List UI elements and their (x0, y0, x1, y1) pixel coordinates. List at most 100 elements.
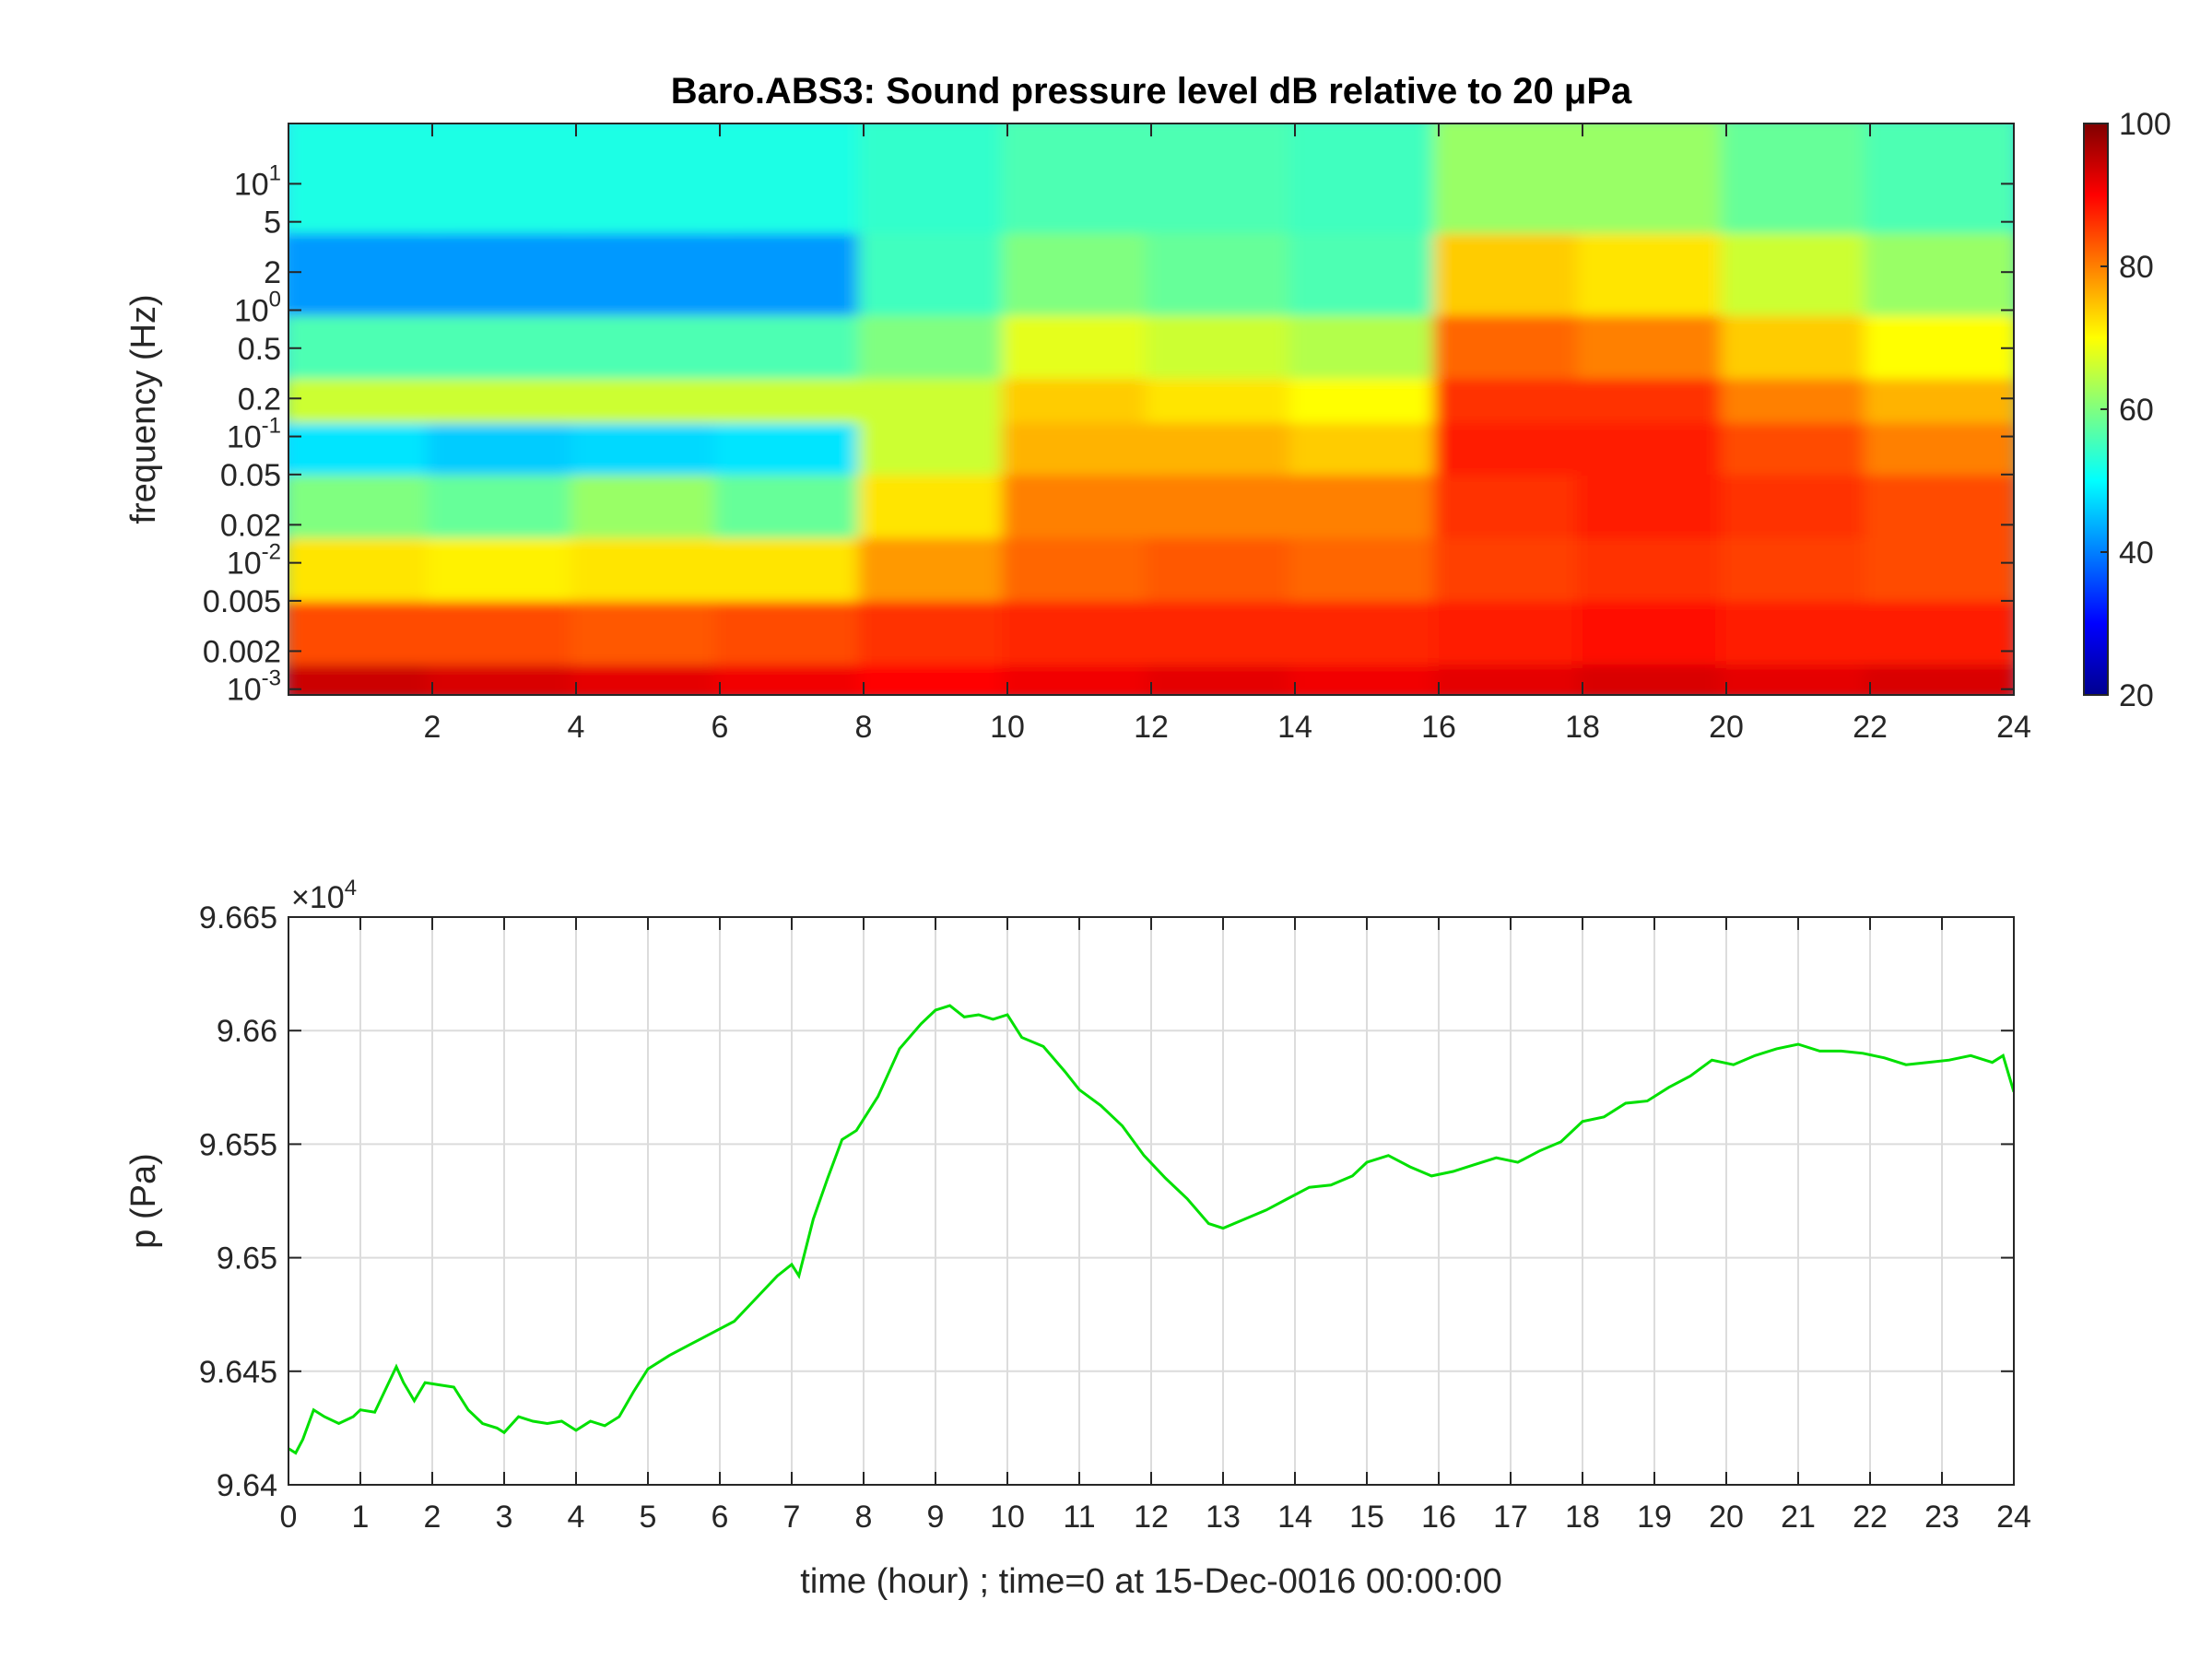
x-tick-label: 7 (783, 1500, 801, 1535)
heatmap-cell (571, 304, 725, 380)
heatmap-cell (858, 526, 1013, 602)
pressure-y-multiplier: ×104 (291, 876, 357, 915)
y-tick-label: 9.66 (217, 1014, 277, 1049)
heatmap-cell (571, 464, 725, 538)
heatmap-cell (1433, 590, 1588, 665)
x-tick-label: 12 (1134, 710, 1169, 745)
heatmap-cell (858, 464, 1013, 538)
pressure-x-axis-label: time (hour) ; time=0 at 15-Dec-0016 00:0… (800, 1562, 1501, 1601)
colorbar-tick-label: 80 (2119, 250, 2154, 285)
x-tick-label: 10 (990, 710, 1025, 745)
heatmap-cell (427, 464, 582, 538)
x-tick-label: 22 (1853, 710, 1888, 745)
heatmap-cell (1146, 590, 1300, 665)
y-tick-label: 5 (264, 206, 281, 241)
heatmap-cell (858, 222, 1013, 316)
heatmap-cell (1865, 526, 2014, 602)
heatmap-cell (1865, 222, 2014, 316)
heatmap-cell (714, 124, 869, 234)
x-tick-label: 2 (424, 1500, 441, 1535)
x-tick-label: 16 (1421, 710, 1456, 745)
y-tick-label: 9.655 (199, 1127, 277, 1162)
spectrogram-x-ticks: 2 4 6 8 10 12 14 16 18 20 22 24 (424, 124, 2031, 745)
x-tick-label: 21 (1781, 1500, 1816, 1535)
y-tick-label: 10-1 (227, 414, 281, 455)
heatmap-cell (1433, 464, 1588, 538)
x-tick-label: 18 (1565, 710, 1600, 745)
heatmap-cell (1002, 526, 1157, 602)
heatmap-cell (1289, 590, 1444, 665)
heatmap-cell (1289, 124, 1444, 234)
x-tick-label: 4 (568, 1500, 585, 1535)
x-tick-label: 16 (1421, 1500, 1456, 1535)
heatmap-cell (427, 124, 582, 234)
x-tick-label: 23 (1924, 1500, 1959, 1535)
x-tick-label: 12 (1134, 1500, 1169, 1535)
heatmap-cell (1002, 590, 1157, 665)
y-tick-label: 100 (234, 287, 281, 328)
pressure-x-ticks: 0 1 2 3 4 5 6 7 8 9 10 11 12 13 14 15 16 17 18 19 20 21 22 23 24 (280, 917, 2031, 1535)
heatmap-cell (1721, 124, 1876, 234)
heatmap-cell (1577, 526, 1732, 602)
heatmap-cell (858, 304, 1013, 380)
x-tick-label: 24 (1996, 1500, 2031, 1535)
heatmap-cell (1289, 464, 1444, 538)
spectrogram-title: Baro.ABS3: Sound pressure level dB relat… (671, 71, 1632, 112)
x-tick-label: 4 (568, 710, 585, 745)
x-tick-label: 14 (1277, 710, 1312, 745)
colorbar: 20 40 60 80 100 (2083, 107, 2171, 713)
heatmap-cell (1002, 222, 1157, 316)
x-tick-label: 3 (496, 1500, 513, 1535)
heatmap-cell (1002, 304, 1157, 380)
heatmap-cell (1577, 304, 1732, 380)
heatmap-cell (1865, 464, 2014, 538)
heatmap-cell (1865, 124, 2014, 234)
heatmap-cell (571, 590, 725, 665)
x-tick-label: 18 (1565, 1500, 1600, 1535)
spectrogram-y-axis-label: frequency (Hz) (124, 294, 163, 524)
colorbar-ticks: 20 40 60 80 100 (2100, 107, 2171, 713)
y-tick-label: 9.64 (217, 1468, 277, 1503)
heatmap-cell (571, 526, 725, 602)
heatmap-cell (571, 124, 725, 234)
heatmap-cell (1721, 304, 1876, 380)
y-tick-label: 0.5 (238, 332, 281, 367)
heatmap-cell (858, 590, 1013, 665)
heatmap-cell (288, 304, 438, 380)
colorbar-tick-label: 100 (2119, 107, 2171, 142)
x-tick-label: 6 (712, 710, 729, 745)
heatmap-cell (1433, 304, 1588, 380)
colorbar-tick-label: 60 (2119, 393, 2154, 428)
heatmap-cell (1721, 222, 1876, 316)
heatmap-cell (714, 222, 869, 316)
x-tick-label: 10 (990, 1500, 1025, 1535)
x-tick-label: 9 (927, 1500, 945, 1535)
x-tick-label: 20 (1709, 1500, 1744, 1535)
x-tick-label: 20 (1709, 710, 1744, 745)
pressure-y-axis-label: p (Pa) (124, 1153, 163, 1248)
heatmap-cell (1433, 222, 1588, 316)
heatmap-cell (1146, 526, 1300, 602)
heatmap-cell (1433, 124, 1588, 234)
pressure-series-line (288, 1004, 2014, 1455)
heatmap-cell (1721, 464, 1876, 538)
pressure-y-ticks: 9.64 9.645 9.65 9.655 9.66 9.665 (199, 900, 2014, 1503)
heatmap-cell (288, 590, 438, 665)
heatmap-cell (427, 526, 582, 602)
heatmap-cell (1577, 590, 1732, 665)
y-tick-label: 9.65 (217, 1241, 277, 1277)
heatmap-cell (1865, 304, 2014, 380)
heatmap-cell (427, 222, 582, 316)
heatmap-cell (1002, 464, 1157, 538)
heatmap-cell (1146, 222, 1300, 316)
heatmap-cell (714, 526, 869, 602)
x-tick-label: 14 (1277, 1500, 1312, 1535)
heatmap-cell (1577, 222, 1732, 316)
heatmap-cell (714, 590, 869, 665)
heatmap-cell (714, 304, 869, 380)
pressure-grid (288, 917, 2014, 1485)
heatmap-cell (571, 222, 725, 316)
y-tick-label: 0.005 (203, 584, 281, 619)
